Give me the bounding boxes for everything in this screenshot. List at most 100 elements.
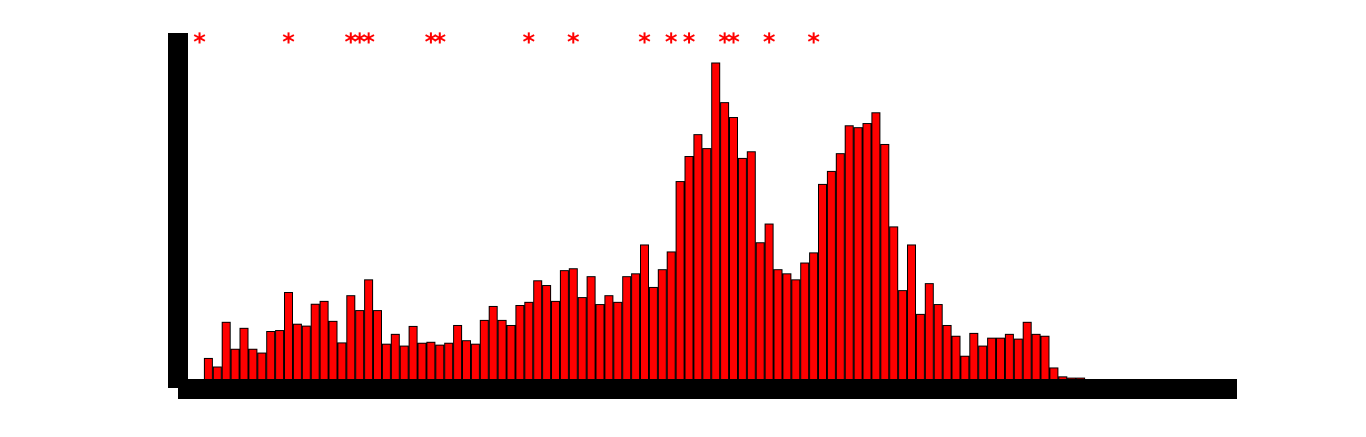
bar <box>746 151 756 381</box>
bar <box>729 117 738 381</box>
bar <box>568 268 578 381</box>
significance-marker: * <box>567 28 580 56</box>
bar <box>470 343 480 381</box>
bar <box>898 290 908 381</box>
bar <box>773 269 783 381</box>
bar <box>506 324 516 381</box>
bar <box>675 181 685 381</box>
bar <box>577 297 587 381</box>
bar <box>346 295 356 381</box>
y-axis-line <box>168 33 188 388</box>
bar <box>702 148 712 381</box>
bar <box>221 321 231 381</box>
bar <box>559 270 569 381</box>
significance-marker: * <box>434 28 447 56</box>
bar <box>844 125 854 381</box>
bar <box>853 127 863 381</box>
bar <box>373 310 382 381</box>
bar <box>880 143 890 381</box>
bar <box>648 286 658 381</box>
bar <box>871 112 881 381</box>
bar <box>1022 321 1032 381</box>
significance-marker: * <box>807 28 820 56</box>
bar <box>737 157 747 381</box>
significance-marker: * <box>353 28 366 56</box>
significance-marker: * <box>425 28 438 56</box>
significance-marker: * <box>665 28 678 56</box>
bar <box>978 345 988 381</box>
bar <box>586 276 596 381</box>
bar <box>239 327 249 381</box>
bar <box>800 262 810 381</box>
bar <box>399 345 409 381</box>
significance-marker: * <box>683 28 696 56</box>
bar <box>657 269 667 381</box>
bar <box>809 252 819 381</box>
significance-marker: * <box>638 28 651 56</box>
bar <box>1049 367 1059 381</box>
bar <box>364 279 374 381</box>
bar <box>230 348 240 381</box>
significance-marker: * <box>193 28 206 56</box>
bar <box>720 102 730 381</box>
bar <box>533 280 543 381</box>
bar <box>248 348 258 381</box>
bar <box>907 244 916 381</box>
bar <box>960 355 970 381</box>
bar <box>479 319 489 381</box>
bar <box>987 337 997 381</box>
bar <box>631 273 641 381</box>
bar <box>497 319 507 381</box>
bar <box>622 276 632 381</box>
bar <box>381 343 391 381</box>
bar <box>462 340 471 381</box>
bar <box>453 324 463 381</box>
bar <box>212 366 222 381</box>
bar <box>613 301 623 381</box>
bar <box>355 310 365 381</box>
bar <box>515 305 525 381</box>
x-axis-line <box>178 379 1237 399</box>
bar <box>711 62 721 381</box>
bar <box>328 320 338 381</box>
bar <box>915 313 925 381</box>
bar <box>835 153 845 381</box>
bar <box>435 344 445 381</box>
bar <box>889 226 899 381</box>
bar <box>292 323 302 381</box>
bar <box>764 223 774 381</box>
bar <box>319 300 329 381</box>
significance-marker: * <box>763 28 776 56</box>
bar <box>524 301 534 381</box>
significance-marker: * <box>718 28 731 56</box>
bar <box>666 251 676 381</box>
bar <box>951 335 961 381</box>
bar <box>542 285 552 381</box>
bar <box>284 292 293 381</box>
bar <box>257 352 267 381</box>
bar <box>417 342 427 381</box>
bar <box>782 273 792 381</box>
bar <box>266 331 276 381</box>
bar <box>755 242 765 381</box>
bar <box>1031 333 1041 381</box>
significance-marker: * <box>362 28 375 56</box>
bar <box>1013 338 1023 381</box>
bar <box>933 304 943 381</box>
bar <box>301 325 311 381</box>
bar <box>996 337 1005 381</box>
bar <box>444 342 454 381</box>
significance-marker: * <box>282 28 295 56</box>
significance-markers-layer: * * *** ** * * * * * ** * * <box>193 28 820 56</box>
bar <box>488 305 498 381</box>
bar <box>1040 335 1050 381</box>
bar <box>408 325 418 381</box>
bar <box>310 303 320 381</box>
bar <box>942 324 952 381</box>
bar <box>791 279 801 381</box>
bar <box>595 304 605 381</box>
bar <box>862 123 872 381</box>
bar <box>551 300 560 381</box>
